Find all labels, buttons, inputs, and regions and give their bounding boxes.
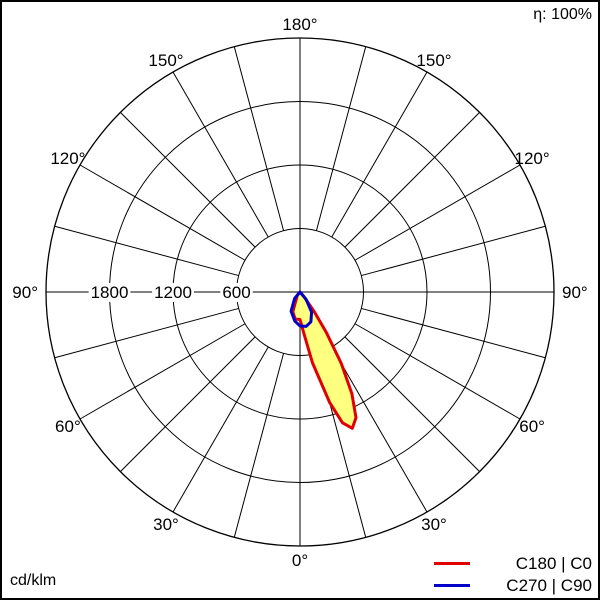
grid-spoke [172, 346, 269, 513]
legend-label: C180 | C0 [515, 554, 592, 573]
series-fill-c180-c0 [292, 292, 356, 429]
angle-tick-label: 30° [421, 515, 447, 534]
legend-entry-c180-c0: C180 | C0 [432, 552, 592, 574]
radial-tick-label: 600 [222, 283, 250, 302]
grid-spoke [54, 307, 239, 359]
grid-spoke [354, 323, 521, 420]
angle-tick-label: 150° [148, 51, 183, 70]
legend-swatch-red [434, 562, 470, 565]
grid-spoke [361, 307, 546, 359]
grid-spoke [172, 71, 269, 238]
grid-spoke [79, 323, 246, 420]
grid-spoke [361, 225, 546, 277]
radial-tick-label: 1800 [91, 283, 129, 302]
angle-tick-label: 90° [562, 283, 588, 302]
angle-tick-label: 120° [515, 149, 550, 168]
angle-tick-label: 90° [12, 283, 38, 302]
grid-spoke [315, 46, 367, 231]
grid-spoke [120, 336, 256, 472]
grid-spoke [344, 336, 480, 472]
grid-spoke [354, 164, 521, 261]
angle-tick-label: 180° [282, 15, 317, 34]
distribution-fill [292, 292, 356, 429]
legend-label: C270 | C90 [506, 576, 592, 595]
angle-tick-label: 30° [153, 515, 179, 534]
grid-spoke [344, 112, 480, 248]
grid-spoke [120, 112, 256, 248]
grid-spoke [233, 353, 285, 538]
distribution-curves [289, 290, 358, 430]
angle-tick-label: 60° [55, 417, 81, 436]
radial-tick-label-bg [220, 283, 253, 302]
series-line-c270-c90 [289, 290, 314, 328]
radial-tick-label-bg [152, 283, 194, 302]
unit-label: cd/klm [10, 572, 57, 589]
legend-entry-c270-c90: C270 | C90 [432, 574, 592, 596]
efficiency-label: η: 100% [533, 6, 592, 23]
angle-tick-label: 120° [50, 149, 85, 168]
legend-swatch-blue [434, 584, 470, 587]
radial-tick-label: 1200 [154, 283, 192, 302]
angle-tick-label: 150° [416, 51, 451, 70]
grid-spoke [79, 164, 246, 261]
grid-spoke [331, 346, 428, 513]
angle-tick-label: 0° [292, 551, 308, 570]
polar-grid [45, 37, 555, 547]
tick-labels: 0° 30° 30° 60° 60° 90° 90° 120° 120° 150° 150° 180°… [12, 15, 587, 570]
radial-tick-label-bg [88, 283, 131, 302]
grid-spoke [331, 71, 428, 238]
grid-spoke [54, 225, 239, 277]
grid-ring [45, 37, 555, 547]
grid-spoke [233, 46, 285, 231]
angle-tick-label: 60° [519, 417, 545, 436]
legend: C180 | C0 C270 | C90 [432, 552, 592, 596]
